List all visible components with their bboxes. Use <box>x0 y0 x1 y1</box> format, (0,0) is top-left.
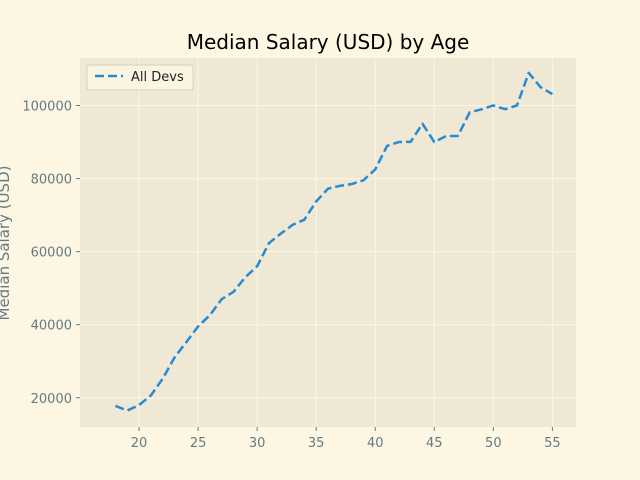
y-tick-label: 80000 <box>31 173 72 188</box>
y-tick-label: 100000 <box>22 99 72 114</box>
legend-label: All Devs <box>131 70 184 85</box>
legend-box <box>86 64 194 91</box>
series-line <box>114 71 554 412</box>
y-axis-ticks: 20000 40000 60000 80000 100000 <box>22 99 80 407</box>
x-tick-label: 50 <box>485 436 502 451</box>
x-tick-label: 45 <box>426 436 443 451</box>
chart-title: Median Salary (USD) by Age <box>187 30 470 54</box>
x-tick-label: 55 <box>544 436 561 451</box>
plot-area <box>80 58 576 427</box>
x-tick-label: 30 <box>249 436 266 451</box>
x-axis-ticks: 20 25 30 35 40 45 50 55 <box>131 427 561 451</box>
x-tick-label: 35 <box>308 436 325 451</box>
series-layer <box>114 71 554 412</box>
y-tick-label: 40000 <box>31 319 72 334</box>
y-axis-label: Median Salary (USD) <box>0 166 13 321</box>
x-tick-label: 20 <box>131 436 148 451</box>
y-tick-label: 60000 <box>31 246 72 261</box>
y-tick-label: 20000 <box>31 392 72 407</box>
x-tick-label: 25 <box>190 436 207 451</box>
x-tick-label: 40 <box>367 436 384 451</box>
legend: All Devs <box>86 64 194 91</box>
